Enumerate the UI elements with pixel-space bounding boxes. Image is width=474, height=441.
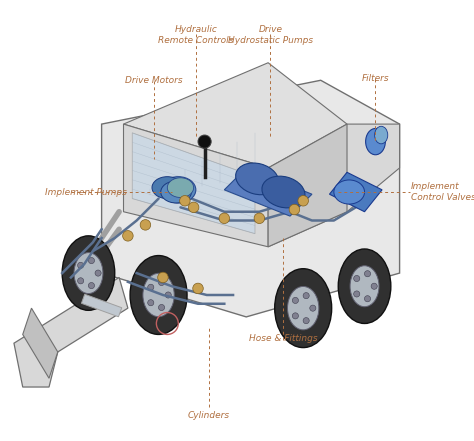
Circle shape [303, 318, 309, 324]
Circle shape [292, 313, 299, 319]
Ellipse shape [350, 266, 379, 307]
Polygon shape [14, 277, 128, 387]
Circle shape [158, 280, 164, 286]
Circle shape [123, 231, 133, 241]
Circle shape [88, 283, 94, 289]
Circle shape [298, 195, 309, 206]
Circle shape [365, 295, 371, 302]
Ellipse shape [62, 236, 115, 310]
Text: Filters: Filters [362, 74, 389, 83]
Ellipse shape [288, 287, 319, 330]
Ellipse shape [167, 178, 193, 198]
Ellipse shape [161, 177, 196, 203]
Circle shape [78, 278, 84, 284]
Circle shape [310, 305, 316, 311]
Text: Drive Motors: Drive Motors [126, 76, 183, 85]
Polygon shape [124, 124, 268, 247]
Circle shape [371, 283, 377, 289]
Ellipse shape [161, 181, 191, 203]
Circle shape [188, 202, 199, 213]
Ellipse shape [338, 249, 391, 324]
Circle shape [148, 299, 154, 306]
Ellipse shape [334, 180, 365, 204]
Circle shape [303, 292, 309, 299]
Circle shape [140, 220, 151, 230]
Ellipse shape [275, 269, 332, 348]
Polygon shape [132, 133, 255, 234]
Polygon shape [224, 168, 312, 216]
Text: Hose & Fittings: Hose & Fittings [249, 334, 318, 344]
Circle shape [254, 213, 264, 224]
Text: Hydraulic
Remote Controls: Hydraulic Remote Controls [158, 26, 234, 45]
Circle shape [354, 276, 360, 281]
Circle shape [198, 135, 211, 148]
Circle shape [148, 284, 154, 290]
Circle shape [88, 258, 94, 264]
Circle shape [165, 292, 171, 298]
Circle shape [292, 297, 299, 303]
Ellipse shape [262, 176, 305, 208]
Circle shape [365, 271, 371, 277]
Ellipse shape [236, 163, 279, 195]
Polygon shape [124, 63, 347, 168]
Circle shape [289, 204, 300, 215]
Ellipse shape [130, 255, 187, 334]
Ellipse shape [74, 253, 103, 294]
Polygon shape [23, 308, 58, 378]
Polygon shape [268, 124, 400, 247]
Text: Drive
Hydrostatic Pumps: Drive Hydrostatic Pumps [228, 26, 313, 45]
Circle shape [95, 270, 101, 276]
Polygon shape [101, 80, 400, 317]
Polygon shape [268, 124, 347, 247]
Ellipse shape [365, 128, 385, 155]
Circle shape [158, 272, 168, 283]
Circle shape [78, 262, 84, 269]
Ellipse shape [143, 273, 174, 317]
Ellipse shape [152, 177, 182, 198]
Circle shape [158, 304, 164, 310]
Polygon shape [82, 294, 122, 317]
Ellipse shape [374, 126, 388, 144]
Circle shape [180, 195, 190, 206]
Circle shape [219, 213, 229, 224]
Text: Implement Pumps: Implement Pumps [45, 187, 127, 197]
Circle shape [354, 291, 360, 297]
Circle shape [193, 283, 203, 294]
Text: Implement
Control Valves: Implement Control Valves [410, 182, 474, 202]
Text: Cylinders: Cylinders [188, 411, 230, 420]
Polygon shape [329, 172, 382, 212]
